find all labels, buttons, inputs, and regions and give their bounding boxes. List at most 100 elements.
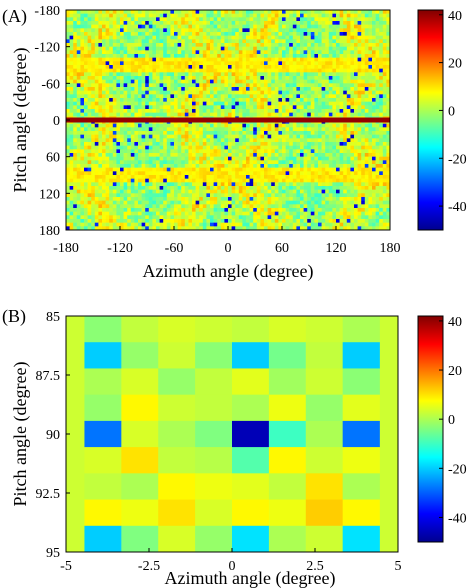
heatmap-cell	[134, 76, 139, 80]
heatmap-cell	[379, 171, 384, 176]
heatmap-cell	[271, 50, 276, 55]
heatmap-cell	[73, 178, 78, 183]
heatmap-cell	[357, 83, 362, 88]
heatmap-cell	[310, 10, 315, 14]
heatmap-cell	[289, 54, 294, 58]
heatmap-cell	[116, 145, 121, 150]
heatmap-cell	[300, 171, 304, 176]
heatmap-cell	[368, 178, 373, 183]
heatmap-cell	[152, 17, 157, 22]
heatmap-cell	[364, 204, 369, 209]
heatmap-cell	[246, 43, 250, 47]
heatmap-cell	[152, 98, 157, 102]
heatmap-cell	[372, 134, 376, 139]
heatmap-cell	[66, 90, 70, 95]
heatmap-cell	[80, 76, 85, 80]
heatmap-cell	[336, 43, 340, 47]
heatmap-cell	[328, 54, 333, 58]
heatmap-cell	[91, 79, 96, 84]
heatmap-cell	[256, 90, 261, 95]
heatmap-cell	[368, 112, 373, 117]
heatmap-cell	[195, 127, 200, 132]
heatmap-cell	[152, 35, 157, 40]
heatmap-cell	[166, 134, 171, 139]
heatmap-cell	[274, 145, 279, 150]
heatmap-cell	[177, 189, 182, 194]
heatmap-cell	[256, 28, 261, 33]
heatmap-cell	[350, 61, 355, 66]
heatmap-cell	[102, 109, 106, 113]
heatmap-cell	[238, 127, 243, 132]
heatmap-cell	[328, 182, 333, 187]
heatmap-cell	[231, 50, 236, 55]
heatmap-cell	[300, 98, 304, 102]
heatmap-cell	[307, 131, 312, 135]
heatmap-cell	[256, 189, 261, 194]
heatmap-cell	[224, 24, 229, 29]
heatmap-cell	[282, 112, 286, 117]
heatmap-cell	[382, 101, 387, 106]
heatmap-cell	[292, 35, 297, 40]
heatmap-cell	[357, 167, 362, 172]
heatmap-cell	[361, 39, 366, 44]
heatmap-cell	[159, 28, 164, 33]
heatmap-cell	[246, 145, 250, 150]
heatmap-cell	[202, 134, 207, 139]
heatmap-cell	[300, 167, 304, 172]
heatmap-cell	[382, 109, 387, 113]
heatmap-cell	[235, 68, 240, 73]
heatmap-cell	[98, 98, 103, 102]
heatmap-cell	[274, 175, 279, 179]
heatmap-cell	[343, 171, 348, 176]
heatmap-cell	[199, 57, 204, 62]
heatmap-cell	[127, 54, 132, 58]
heatmap-cell	[321, 182, 326, 187]
heatmap-cell	[170, 149, 175, 154]
heatmap-cell	[278, 61, 283, 66]
heatmap-cell	[163, 123, 168, 128]
heatmap-cell	[382, 142, 387, 146]
heatmap-cell	[170, 109, 175, 113]
heatmap-cell	[267, 35, 272, 40]
heatmap-cell	[249, 28, 254, 33]
heatmap-cell	[271, 131, 276, 135]
heatmap-cell	[285, 54, 290, 58]
heatmap-cell	[332, 79, 337, 84]
heatmap-cell	[69, 142, 74, 146]
heatmap-cell	[256, 134, 261, 139]
heatmap-cell	[145, 142, 150, 146]
heatmap-cell	[242, 98, 247, 102]
heatmap-cell	[174, 79, 178, 84]
heatmap-cell	[127, 211, 132, 216]
heatmap-cell	[274, 156, 279, 161]
heatmap-cell	[382, 182, 387, 187]
heatmap-cell	[249, 32, 254, 36]
heatmap-cell	[307, 189, 312, 194]
heatmap-cell	[375, 39, 380, 44]
heatmap-cell	[130, 98, 135, 102]
heatmap-cell	[372, 68, 376, 73]
heatmap-cell	[303, 175, 308, 179]
heatmap-cell	[69, 211, 74, 216]
heatmap-cell	[357, 182, 362, 187]
heatmap-cell	[181, 35, 186, 40]
heatmap-cell	[339, 68, 344, 73]
heatmap-cell	[109, 160, 114, 165]
heatmap-cell	[210, 105, 214, 110]
heatmap-cell	[242, 105, 247, 110]
heatmap-cell	[372, 171, 376, 176]
heatmap-cell	[213, 131, 218, 135]
heatmap-cell	[73, 101, 78, 106]
heatmap-cell	[328, 39, 333, 44]
heatmap-cell	[332, 21, 337, 25]
heatmap-cell	[260, 178, 265, 183]
heatmap-cell	[69, 127, 74, 132]
heatmap-cell	[256, 142, 261, 146]
heatmap-cell	[238, 167, 243, 172]
heatmap-cell	[321, 28, 326, 33]
heatmap-cell	[163, 94, 168, 99]
heatmap-cell	[141, 28, 146, 33]
heatmap-cell	[318, 167, 322, 172]
heatmap-cell	[102, 189, 106, 194]
heatmap-cell	[364, 186, 369, 190]
